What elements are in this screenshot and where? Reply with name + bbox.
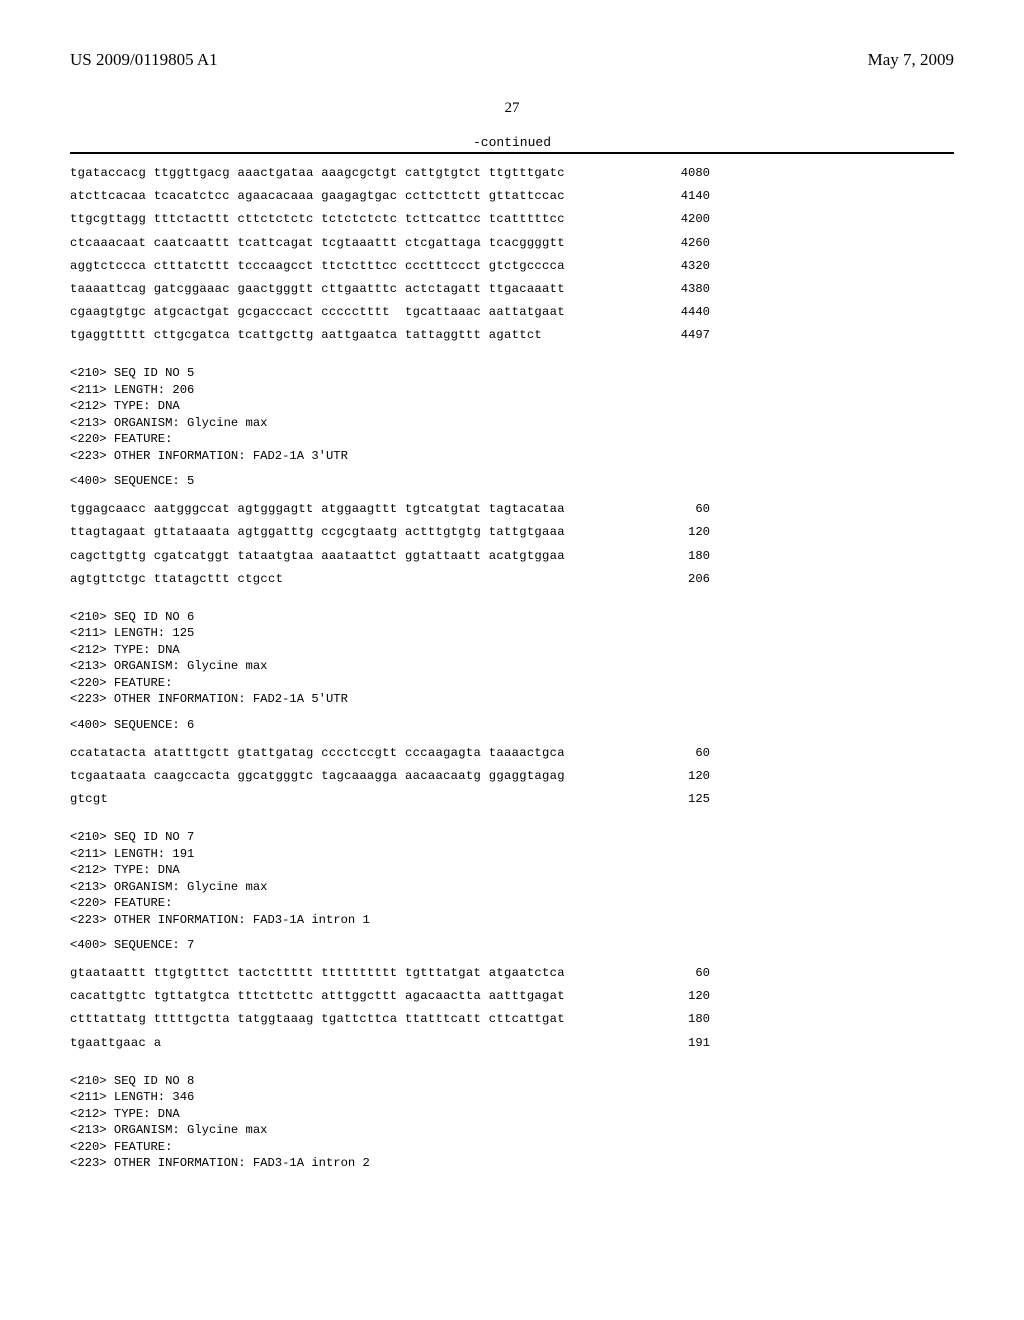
sequence-position: 4080	[681, 162, 710, 185]
sequence-position: 191	[688, 1032, 710, 1055]
sequence-label: <400> SEQUENCE: 6	[70, 718, 954, 732]
sequence-text: tggagcaacc aatgggccat agtgggagtt atggaag…	[70, 498, 565, 521]
publication-number: US 2009/0119805 A1	[70, 50, 218, 70]
sequence-line: cgaagtgtgc atgcactgat gcgacccact ccccctt…	[70, 301, 710, 324]
rule-top	[70, 152, 954, 154]
sequence-line: ttgcgttagg tttctacttt cttctctctc tctctct…	[70, 208, 710, 231]
sequence-text: ttgcgttagg tttctacttt cttctctctc tctctct…	[70, 208, 565, 231]
sequence-header: <210> SEQ ID NO 5 <211> LENGTH: 206 <212…	[70, 365, 954, 464]
sequence-line: cagcttgttg cgatcatggt tataatgtaa aaataat…	[70, 545, 710, 568]
sequence-text: tgaattgaac a	[70, 1032, 161, 1055]
sequence-text: tcgaataata caagccacta ggcatgggtc tagcaaa…	[70, 765, 565, 788]
sequence-text: cacattgttc tgttatgtca tttcttcttc atttggc…	[70, 985, 565, 1008]
sequence-block: gtaataattt ttgtgtttct tactcttttt ttttttt…	[70, 962, 954, 1055]
sequence-position: 120	[688, 985, 710, 1008]
sequence-listing: tgataccacg ttggttgacg aaactgataa aaagcgc…	[70, 162, 954, 1172]
sequence-line: ttagtagaat gttataaata agtggatttg ccgcgta…	[70, 521, 710, 544]
sequence-line: tgaattgaac a 191	[70, 1032, 710, 1055]
sequence-text: ccatatacta atatttgctt gtattgatag cccctcc…	[70, 742, 565, 765]
sequence-text: aggtctccca ctttatcttt tcccaagcct ttctctt…	[70, 255, 565, 278]
sequence-label: <400> SEQUENCE: 5	[70, 474, 954, 488]
sequence-position: 4440	[681, 301, 710, 324]
sequence-line: tgaggttttt cttgcgatca tcattgcttg aattgaa…	[70, 324, 710, 347]
sequence-position: 206	[688, 568, 710, 591]
sequence-line: tggagcaacc aatgggccat agtgggagtt atggaag…	[70, 498, 710, 521]
page-container: US 2009/0119805 A1 May 7, 2009 27 -conti…	[0, 0, 1024, 1320]
sequence-line: tgataccacg ttggttgacg aaactgataa aaagcgc…	[70, 162, 710, 185]
sequence-text: ctttattatg tttttgctta tatggtaaag tgattct…	[70, 1008, 565, 1031]
sequence-position: 60	[695, 742, 710, 765]
sequence-position: 4140	[681, 185, 710, 208]
sequence-text: cgaagtgtgc atgcactgat gcgacccact ccccctt…	[70, 301, 565, 324]
sequence-line: ctcaaacaat caatcaattt tcattcagat tcgtaaa…	[70, 232, 710, 255]
sequence-block: tggagcaacc aatgggccat agtgggagtt atggaag…	[70, 498, 954, 591]
sequence-line: ccatatacta atatttgctt gtattgatag cccctcc…	[70, 742, 710, 765]
sequence-line: agtgttctgc ttatagcttt ctgcct 206	[70, 568, 710, 591]
sequence-position: 4200	[681, 208, 710, 231]
sequence-position: 125	[688, 788, 710, 811]
sequence-line: cacattgttc tgttatgtca tttcttcttc atttggc…	[70, 985, 710, 1008]
sequence-position: 120	[688, 765, 710, 788]
sequence-text: gtcgt	[70, 788, 108, 811]
sequence-text: taaaattcag gatcggaaac gaactgggtt cttgaat…	[70, 278, 565, 301]
sequence-position: 120	[688, 521, 710, 544]
sequence-line: tcgaataata caagccacta ggcatgggtc tagcaaa…	[70, 765, 710, 788]
sequence-text: ctcaaacaat caatcaattt tcattcagat tcgtaaa…	[70, 232, 565, 255]
sequence-text: atcttcacaa tcacatctcc agaacacaaa gaagagt…	[70, 185, 565, 208]
sequence-position: 4320	[681, 255, 710, 278]
page-header: US 2009/0119805 A1 May 7, 2009	[70, 50, 954, 70]
sequence-line: aggtctccca ctttatcttt tcccaagcct ttctctt…	[70, 255, 710, 278]
sequence-line: ctttattatg tttttgctta tatggtaaag tgattct…	[70, 1008, 710, 1031]
sequence-line: gtcgt 125	[70, 788, 710, 811]
sequence-block: ccatatacta atatttgctt gtattgatag cccctcc…	[70, 742, 954, 812]
sequence-text: tgaggttttt cttgcgatca tcattgcttg aattgaa…	[70, 324, 542, 347]
sequence-line: atcttcacaa tcacatctcc agaacacaaa gaagagt…	[70, 185, 710, 208]
sequence-position: 180	[688, 1008, 710, 1031]
sequence-position: 4497	[681, 324, 710, 347]
sequence-position: 4380	[681, 278, 710, 301]
sequence-position: 4260	[681, 232, 710, 255]
continued-label: -continued	[70, 135, 954, 150]
sequence-header: <210> SEQ ID NO 6 <211> LENGTH: 125 <212…	[70, 609, 954, 708]
sequence-label: <400> SEQUENCE: 7	[70, 938, 954, 952]
page-number: 27	[70, 100, 954, 117]
sequence-header: <210> SEQ ID NO 8 <211> LENGTH: 346 <212…	[70, 1073, 954, 1172]
sequence-position: 60	[695, 962, 710, 985]
sequence-text: agtgttctgc ttatagcttt ctgcct	[70, 568, 283, 591]
sequence-text: cagcttgttg cgatcatggt tataatgtaa aaataat…	[70, 545, 565, 568]
sequence-position: 60	[695, 498, 710, 521]
sequence-line: taaaattcag gatcggaaac gaactgggtt cttgaat…	[70, 278, 710, 301]
sequence-line: gtaataattt ttgtgtttct tactcttttt ttttttt…	[70, 962, 710, 985]
sequence-text: ttagtagaat gttataaata agtggatttg ccgcgta…	[70, 521, 565, 544]
sequence-text: tgataccacg ttggttgacg aaactgataa aaagcgc…	[70, 162, 565, 185]
sequence-text: gtaataattt ttgtgtttct tactcttttt ttttttt…	[70, 962, 565, 985]
sequence-header: <210> SEQ ID NO 7 <211> LENGTH: 191 <212…	[70, 829, 954, 928]
sequence-position: 180	[688, 545, 710, 568]
publication-date: May 7, 2009	[868, 50, 954, 70]
sequence-block: tgataccacg ttggttgacg aaactgataa aaagcgc…	[70, 162, 954, 347]
